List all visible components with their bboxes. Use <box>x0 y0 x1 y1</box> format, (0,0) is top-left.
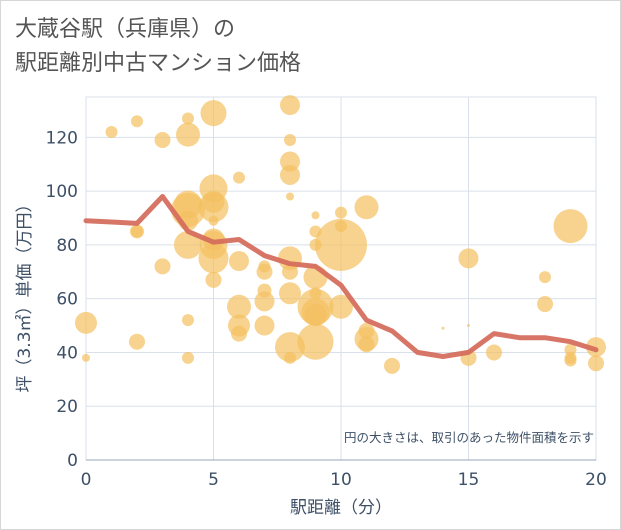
bubble-16 <box>182 351 194 364</box>
bubble-75 <box>586 337 606 358</box>
chart-title-line-2: 駅距離別中古マンション価格 <box>15 51 302 76</box>
bubble-28 <box>227 294 251 319</box>
bubble-20 <box>198 192 229 223</box>
bubble-76 <box>588 355 604 372</box>
bubble-65 <box>458 248 479 269</box>
bubble-30 <box>231 325 247 342</box>
bubble-37 <box>284 134 296 147</box>
x-tick-label-20: 20 <box>585 470 607 490</box>
bubble-63 <box>384 357 400 374</box>
bubble-70 <box>537 296 553 313</box>
y-tick-label-100: 100 <box>46 182 78 202</box>
bubble-45 <box>284 351 296 364</box>
bubble-44 <box>275 332 305 363</box>
bubble-9 <box>182 112 194 125</box>
bubble-39 <box>280 164 300 185</box>
bubble-24 <box>198 243 229 274</box>
bubble-27 <box>229 251 249 272</box>
bubble-6 <box>129 333 145 350</box>
bubble-54 <box>297 323 334 360</box>
bubble-25 <box>205 271 222 288</box>
bubble-36 <box>280 95 300 116</box>
bubble-5 <box>131 225 143 238</box>
average-price-line <box>83 194 599 359</box>
bubble-15 <box>182 314 194 327</box>
bubble-32 <box>256 263 273 280</box>
bubble-55 <box>335 206 347 219</box>
bubble-8 <box>154 258 171 275</box>
bubble-69 <box>539 271 551 284</box>
bubble-2 <box>105 125 118 138</box>
y-tick-label-20: 20 <box>56 397 78 417</box>
bubble-0 <box>75 311 97 334</box>
bubble-10 <box>176 122 200 147</box>
x-axis-label: 駅距離（分） <box>290 498 392 518</box>
bubble-62 <box>358 336 375 353</box>
bubble-7 <box>154 132 171 149</box>
bubble-66 <box>467 324 470 328</box>
axes: 0 5 10 15 20 0 20 40 60 80 100 120 <box>46 128 607 490</box>
bubble-26 <box>233 171 245 184</box>
bubble-74 <box>564 354 577 367</box>
y-tick-label-60: 60 <box>56 290 78 310</box>
bubble-17 <box>200 100 227 127</box>
bubble-35 <box>254 315 275 336</box>
bubble-71 <box>553 209 588 244</box>
y-tick-label-40: 40 <box>56 343 78 363</box>
bubble-68 <box>486 344 502 361</box>
bubble-1 <box>82 353 90 362</box>
bubble-46 <box>311 211 320 220</box>
average-price-polyline <box>83 194 599 359</box>
bubble-58 <box>329 294 353 319</box>
chart-title: 大蔵谷駅（兵庫県）の 駅距離別中古マンション価格 <box>15 13 301 81</box>
x-tick-label-0: 0 <box>81 470 92 490</box>
bubble-57 <box>315 218 367 271</box>
bubble-14 <box>174 230 202 259</box>
bubble-40 <box>286 192 294 201</box>
chart-title-line-1: 大蔵谷駅（兵庫県）の <box>15 17 236 42</box>
bubble-59 <box>354 195 379 220</box>
bubble-21 <box>208 215 219 226</box>
grid-lines <box>85 96 597 461</box>
y-axis-label: 坪（3.3㎡）単価（万円） <box>15 195 35 392</box>
y-tick-label-0: 0 <box>67 451 78 471</box>
bubble-43 <box>279 282 301 305</box>
x-tick-label-5: 5 <box>208 470 219 490</box>
x-tick-label-15: 15 <box>458 470 480 490</box>
bubble-42 <box>282 263 298 280</box>
y-tick-label-120: 120 <box>46 128 78 148</box>
bubble-64 <box>441 326 445 330</box>
bubble-3 <box>131 115 143 128</box>
x-tick-label-10: 10 <box>330 470 352 490</box>
bubble-series <box>75 95 606 374</box>
bubble-34 <box>254 291 275 312</box>
bubble-53 <box>304 303 327 326</box>
bubble-size-note: 円の大きさは、取引のあった物件面積を示す <box>344 430 594 445</box>
y-tick-label-80: 80 <box>56 236 78 256</box>
